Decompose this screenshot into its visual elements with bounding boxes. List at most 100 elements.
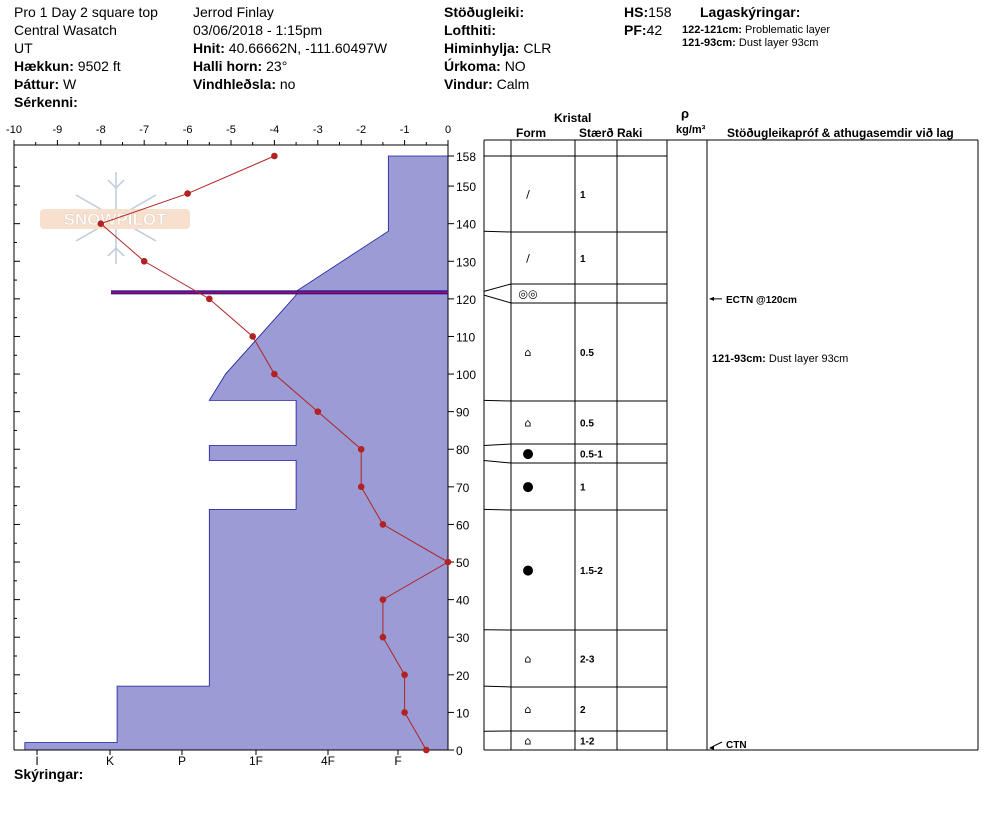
layer-connector — [483, 460, 512, 464]
layer-connector — [483, 685, 512, 688]
pf-value: 42 — [646, 22, 663, 38]
slope-label: Halli horn: — [193, 58, 263, 74]
hardness-label: I — [35, 754, 38, 768]
layer-connector — [483, 294, 512, 304]
sky: Himinhylja: CLR — [444, 40, 551, 56]
height-tick-label: 130 — [456, 255, 476, 269]
temp-tick-label: -9 — [53, 124, 63, 136]
temperature-point — [357, 445, 365, 453]
hs-label: HS: — [624, 4, 649, 20]
hardness-label: F — [394, 754, 401, 768]
coords: Hnit: 40.66662N, -111.60497W — [193, 40, 387, 56]
temperature-point — [379, 633, 387, 641]
layer-form-symbol: ● — [522, 447, 533, 462]
layer-size: 1-2 — [580, 737, 595, 748]
temperature-point — [314, 408, 322, 415]
height-tick-label: 110 — [456, 330, 475, 344]
height-tick-label: 100 — [456, 368, 476, 382]
slope-value: 23° — [266, 58, 288, 74]
layer-notes-title: Lagaskýringar: — [700, 4, 801, 20]
observer: Jerrod Finlay — [193, 4, 274, 20]
temp-tick-label: -7 — [139, 124, 149, 136]
wind-value: Calm — [496, 76, 530, 92]
layer-form-symbol: / — [526, 188, 530, 201]
height-tick-label: 50 — [456, 556, 470, 570]
test-result: CTN — [726, 740, 747, 751]
temperature-point — [444, 558, 452, 566]
temp-tick-label: -10 — [6, 124, 22, 136]
hardness-label: 1F — [249, 754, 263, 768]
temperature-point — [401, 671, 408, 679]
temperature-point — [357, 483, 365, 491]
layer-note-2-text: Dust layer 93cm — [738, 37, 819, 49]
sky-label: Himinhylja: — [444, 40, 520, 56]
layer-connector — [483, 443, 512, 446]
layer-form-symbol: ⌂ — [525, 417, 532, 430]
air-temp-label: Lofthiti: — [444, 22, 497, 38]
hardness-label: K — [106, 754, 114, 768]
height-tick-label: 70 — [456, 481, 470, 495]
layer-size: 1.5-2 — [580, 566, 603, 577]
layer-connector — [483, 399, 512, 402]
moisture-header: Raki — [617, 126, 643, 140]
temp-tick-label: -8 — [96, 124, 106, 136]
layer-size: 2 — [580, 705, 586, 716]
layer-form-symbol: ● — [522, 563, 533, 578]
aspect-label: Þáttur: — [14, 76, 60, 92]
temperature-point — [140, 257, 148, 265]
layer-note-1: 122-121cm: Problematic layer — [682, 24, 830, 36]
layer-connector — [483, 283, 512, 292]
elevation-value: 9502 ft — [77, 58, 121, 74]
layer-connector — [483, 230, 512, 233]
height-tick-label: 20 — [456, 669, 470, 683]
precip-label: Úrkoma: — [444, 58, 501, 74]
wind-loading-label: Vindhleðsla: — [193, 76, 276, 92]
size-header: Stærð — [579, 126, 614, 140]
height-tick-label: 10 — [456, 706, 470, 720]
temperature-point — [379, 596, 387, 603]
test-arrow-icon — [709, 296, 714, 301]
features-label: Sérkenni: — [14, 94, 78, 110]
pf: PF:42 — [624, 22, 662, 38]
temp-tick-label: -1 — [400, 124, 410, 136]
elevation-label: Hækkun: — [14, 58, 74, 74]
state: UT — [14, 40, 33, 56]
temp-tick-label: -6 — [183, 124, 193, 136]
layer-note-1-label: 122-121cm: — [682, 24, 742, 36]
height-tick-label: 0 — [456, 744, 463, 758]
temperature-point — [379, 521, 387, 528]
height-tick-label: 120 — [456, 293, 476, 307]
datetime: 03/06/2018 - 1:15pm — [193, 22, 323, 38]
hs: HS:158 — [624, 4, 671, 20]
layer-connector — [483, 508, 512, 511]
temp-tick-label: -3 — [313, 124, 323, 136]
aspect-value: W — [63, 76, 77, 92]
region: Central Wasatch — [14, 22, 117, 38]
layer-size: 0.5 — [580, 348, 594, 359]
wind-loading-value: no — [279, 76, 296, 92]
layer-size: 1 — [580, 483, 586, 494]
density-symbol: ρ — [681, 106, 690, 121]
layer-note-2: 121-93cm: Dust layer 93cm — [682, 37, 818, 49]
layer-size: 0.5 — [580, 419, 594, 430]
elevation: Hækkun: 9502 ft — [14, 58, 121, 74]
layer-note-1-text: Problematic layer — [745, 24, 830, 36]
wind-label: Vindur: — [444, 76, 493, 92]
height-tick-label: 140 — [456, 218, 476, 232]
height-tick-label: 90 — [456, 406, 470, 420]
height-tick-label: 60 — [456, 518, 470, 532]
comments-header: Stöðugleikapróf & athugasemdir við lag — [727, 126, 954, 140]
test-result: ECTN @120cm — [726, 295, 797, 306]
notes-label: Skýringar: — [14, 766, 84, 782]
snowpilot-logo: SNOWPILOT — [40, 172, 190, 264]
layer-form-symbol: ● — [522, 480, 533, 495]
pf-label: PF: — [624, 22, 647, 38]
temperature-point — [401, 709, 408, 716]
logo-text: SNOWPILOT — [64, 210, 168, 229]
layer-size: 0.5-1 — [580, 450, 603, 461]
wind-loading: Vindhleðsla: no — [193, 76, 295, 92]
height-tick-label: 80 — [456, 443, 470, 457]
layer-form-symbol: ⌂ — [525, 735, 532, 748]
sky-value: CLR — [523, 40, 552, 56]
